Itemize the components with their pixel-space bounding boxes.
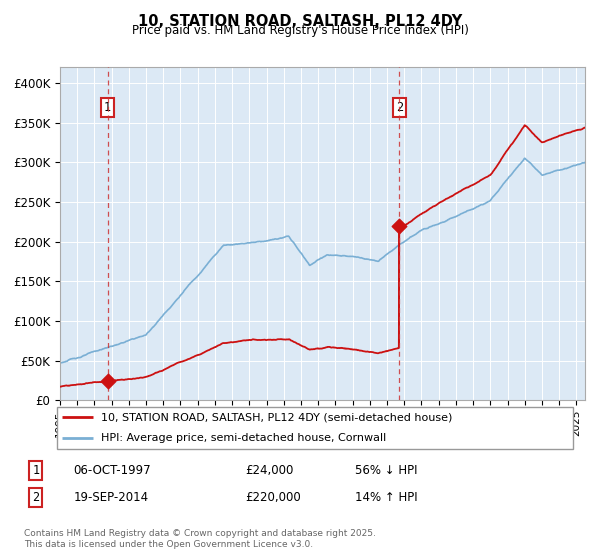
- Text: 1: 1: [32, 464, 40, 477]
- Point: [395, 221, 404, 230]
- Text: 06-OCT-1997: 06-OCT-1997: [74, 464, 151, 477]
- Text: 19-SEP-2014: 19-SEP-2014: [74, 491, 149, 505]
- Point: [103, 377, 112, 386]
- Text: 14% ↑ HPI: 14% ↑ HPI: [355, 491, 418, 505]
- Text: HPI: Average price, semi-detached house, Cornwall: HPI: Average price, semi-detached house,…: [101, 433, 386, 444]
- Text: 1: 1: [104, 101, 111, 114]
- Text: 10, STATION ROAD, SALTASH, PL12 4DY (semi-detached house): 10, STATION ROAD, SALTASH, PL12 4DY (sem…: [101, 412, 452, 422]
- Text: Price paid vs. HM Land Registry's House Price Index (HPI): Price paid vs. HM Land Registry's House …: [131, 24, 469, 37]
- Text: Contains HM Land Registry data © Crown copyright and database right 2025.
This d: Contains HM Land Registry data © Crown c…: [24, 529, 376, 549]
- Text: 2: 2: [396, 101, 403, 114]
- Text: £24,000: £24,000: [245, 464, 293, 477]
- Text: 2: 2: [32, 491, 40, 505]
- Text: £220,000: £220,000: [245, 491, 301, 505]
- Text: 10, STATION ROAD, SALTASH, PL12 4DY: 10, STATION ROAD, SALTASH, PL12 4DY: [138, 14, 462, 29]
- Text: 56% ↓ HPI: 56% ↓ HPI: [355, 464, 418, 477]
